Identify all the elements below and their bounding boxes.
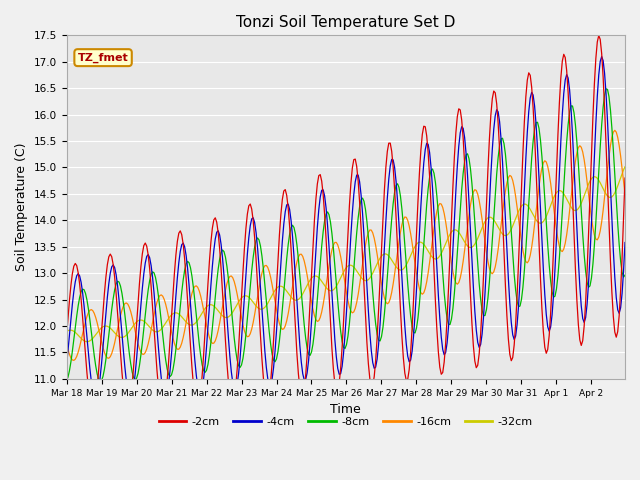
-8cm (545, 262, 553, 267)
Line: -2cm: -2cm (67, 36, 625, 410)
-16cm (63, 341, 70, 347)
Title: Tonzi Soil Temperature Set D: Tonzi Soil Temperature Set D (236, 15, 456, 30)
-4cm (621, 240, 629, 245)
-8cm (462, 152, 470, 158)
-4cm (598, 54, 605, 60)
Line: -16cm: -16cm (67, 131, 625, 360)
-4cm (92, 396, 100, 402)
-32cm (462, 241, 470, 247)
X-axis label: Time: Time (330, 403, 361, 416)
-4cm (82, 318, 90, 324)
-16cm (611, 128, 619, 133)
-16cm (545, 171, 553, 177)
-16cm (100, 349, 108, 355)
-4cm (545, 328, 553, 334)
-32cm (621, 164, 629, 169)
-8cm (621, 272, 629, 278)
-32cm (63, 329, 70, 335)
-2cm (621, 175, 629, 181)
-32cm (100, 323, 108, 329)
-2cm (545, 333, 553, 338)
-4cm (63, 363, 70, 369)
-8cm (63, 378, 70, 384)
-16cm (462, 236, 470, 241)
-8cm (351, 248, 359, 253)
-8cm (82, 290, 90, 296)
-2cm (82, 352, 90, 358)
-8cm (96, 379, 104, 384)
-2cm (63, 334, 70, 339)
-8cm (620, 274, 627, 280)
-4cm (100, 327, 108, 333)
-4cm (462, 151, 470, 156)
-16cm (83, 313, 91, 319)
Legend: -2cm, -4cm, -8cm, -16cm, -32cm: -2cm, -4cm, -8cm, -16cm, -32cm (154, 413, 538, 432)
-16cm (70, 358, 77, 363)
Y-axis label: Soil Temperature (C): Soil Temperature (C) (15, 143, 28, 271)
-2cm (462, 191, 470, 196)
Text: TZ_fmet: TZ_fmet (77, 52, 129, 63)
-16cm (620, 179, 627, 184)
-32cm (351, 266, 359, 272)
Line: -32cm: -32cm (67, 167, 625, 342)
-4cm (351, 179, 359, 185)
-32cm (83, 339, 91, 345)
-8cm (100, 366, 108, 372)
-2cm (595, 33, 603, 38)
-2cm (620, 216, 627, 222)
Line: -4cm: -4cm (67, 57, 625, 399)
-16cm (351, 305, 359, 311)
-2cm (351, 156, 359, 162)
-8cm (602, 86, 610, 92)
-2cm (99, 309, 107, 315)
-16cm (621, 192, 629, 197)
-2cm (124, 408, 132, 413)
-32cm (82, 338, 90, 344)
-32cm (618, 171, 626, 177)
Line: -8cm: -8cm (67, 89, 625, 382)
-32cm (545, 206, 553, 212)
-4cm (620, 268, 627, 274)
